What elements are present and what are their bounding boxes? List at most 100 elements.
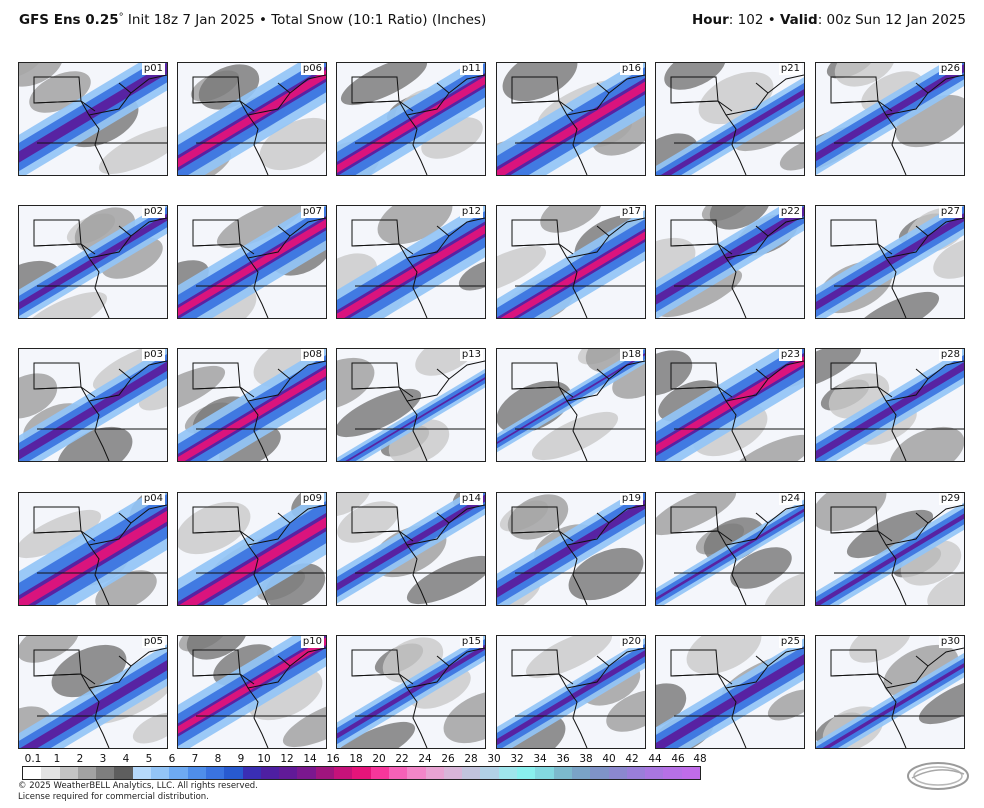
gray-snow-area (918, 675, 964, 725)
gray-snow-area (727, 434, 804, 461)
state-border (277, 647, 326, 667)
colorbar-tick-label: 7 (191, 753, 199, 765)
snow-band (816, 64, 964, 162)
gray-snow-area (337, 501, 399, 543)
member-label-p16: p16 (619, 63, 643, 75)
state-border (717, 386, 747, 461)
panel-p20: p20 (496, 635, 646, 749)
member-label-p15: p15 (459, 636, 483, 648)
state-border (877, 243, 907, 318)
gray-snow-area (709, 206, 771, 230)
member-label-p29: p29 (938, 493, 962, 505)
copyright-text: © 2025 WeatherBELL Analytics, LLC. All r… (18, 781, 258, 791)
member-label-p23: p23 (778, 349, 802, 361)
state-border (351, 100, 414, 112)
state-border (830, 100, 893, 112)
colorbar-swatch (59, 767, 78, 779)
state-border (192, 673, 255, 685)
colorbar-swatch (462, 767, 481, 779)
state-border (725, 378, 769, 402)
member-label-p28: p28 (938, 349, 962, 361)
member-label-p12: p12 (459, 206, 483, 218)
snowfall-map-p08 (178, 349, 326, 461)
snowfall-map-p19 (497, 493, 645, 605)
gray-snow-area (415, 349, 477, 376)
state-border (80, 100, 110, 175)
state-border (406, 522, 450, 546)
state-border (33, 386, 96, 398)
colorbar-tick-label: 46 (671, 753, 685, 765)
degree-sign: ° (118, 12, 124, 23)
gray-snow-area (178, 365, 226, 415)
colorbar-tick-label: 6 (168, 753, 176, 765)
state-border (877, 100, 907, 175)
panel-p03: p03 (18, 348, 168, 462)
state-border (717, 243, 747, 318)
colorbar-tick-label: 1 (53, 753, 61, 765)
snowfall-map-p18 (497, 349, 645, 461)
snow-band (337, 76, 485, 174)
member-label-p13: p13 (459, 349, 483, 361)
colorbar-swatch (480, 767, 499, 779)
snowfall-map-p27 (816, 206, 964, 318)
state-border (877, 386, 907, 461)
colorbar-tick-label: 30 (487, 753, 501, 765)
snowfall-map-p20 (497, 636, 645, 748)
state-border (566, 235, 610, 259)
state-border (566, 378, 610, 402)
state-border (670, 530, 733, 542)
state-border (88, 92, 132, 116)
gray-snow-area (664, 63, 726, 90)
snowfall-map-p11 (337, 63, 485, 175)
state-border (755, 217, 804, 237)
snow-band (178, 637, 326, 734)
state-border (406, 378, 450, 402)
member-label-p09: p09 (300, 493, 324, 505)
state-border (118, 74, 167, 94)
panel-p23: p23 (655, 348, 805, 462)
gray-snow-area (186, 636, 248, 660)
state-border (558, 243, 588, 318)
colorbar-tick-label: 8 (214, 753, 222, 765)
colorbar-swatch (315, 767, 335, 779)
snow-band (656, 356, 804, 454)
gray-snow-area (282, 698, 326, 748)
state-border (277, 217, 326, 237)
gray-snow-area (337, 357, 375, 411)
panel-p17: p17 (496, 205, 646, 319)
hour-value: : 102 • (728, 12, 780, 28)
member-label-p26: p26 (938, 63, 962, 75)
member-label-p03: p03 (141, 349, 165, 361)
member-label-p30: p30 (938, 636, 962, 648)
colorbar-swatch (23, 767, 42, 779)
colorbar-swatch (571, 767, 591, 779)
state-border (877, 530, 907, 605)
snow-band (337, 224, 485, 318)
snowfall-map-p25 (656, 636, 804, 748)
colorbar-swatch (553, 767, 572, 779)
colorbar-tick-label: 20 (372, 753, 386, 765)
snowfall-map-p13 (337, 349, 485, 461)
panel-p07: p07 (177, 205, 327, 319)
gray-snow-area (259, 117, 326, 171)
panel-p11: p11 (336, 62, 486, 176)
state-border (915, 217, 964, 237)
colorbar-tick-label: 28 (464, 753, 478, 765)
snow-band (179, 517, 326, 605)
state-border (670, 243, 733, 255)
member-label-p05: p05 (141, 636, 165, 648)
state-border (670, 673, 733, 685)
state-border (511, 673, 574, 685)
colorbar-swatch (205, 767, 225, 779)
state-border (885, 92, 929, 116)
state-border (511, 386, 574, 398)
gray-snow-area (733, 102, 804, 152)
state-border (436, 217, 485, 237)
snow-band (497, 353, 645, 445)
colorbar-swatch (260, 767, 280, 779)
state-border (511, 243, 574, 255)
snow-band (178, 368, 326, 461)
state-border (755, 647, 804, 667)
member-label-p01: p01 (141, 63, 165, 75)
state-border (915, 360, 964, 380)
